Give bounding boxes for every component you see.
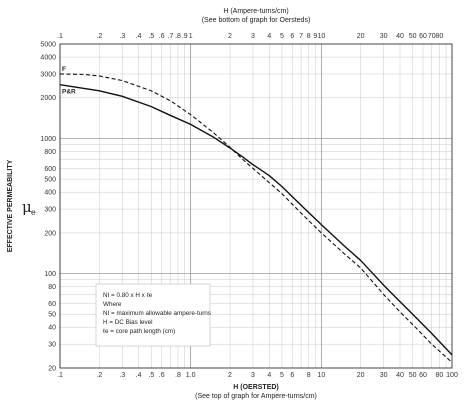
top-tick-label: 7	[299, 33, 303, 40]
top-tick-label: 20	[357, 33, 365, 40]
top-tick-label: 10	[317, 33, 325, 40]
bottom-axis-title: H (OERSTED)	[233, 384, 279, 391]
top-tick-label: .3	[119, 33, 125, 40]
y-tick-label: 30	[48, 342, 56, 349]
top-tick-label: .4	[136, 33, 142, 40]
plot-frame	[59, 43, 453, 369]
bottom-tick-label: .2	[96, 372, 102, 379]
top-tick-label: 40	[396, 33, 404, 40]
mu-subscript: e	[31, 208, 36, 217]
bottom-tick-label: 20	[357, 372, 365, 379]
y-tick-label: 20	[48, 365, 56, 372]
top-tick-label: 9	[313, 33, 317, 40]
top-tick-label: 80	[435, 33, 443, 40]
y-tick-label: 800	[44, 149, 56, 156]
top-tick-label: 60	[419, 33, 427, 40]
top-tick-label: .5	[148, 33, 154, 40]
note-line-3: NI = maximum allowable ampere-turns	[103, 310, 211, 317]
y-tick-label: 200	[44, 230, 56, 237]
top-tick-label: 2	[228, 33, 232, 40]
tick-labels: .1.2.3.4.5.6.7.8.9 1 2 3 4 5 6 7 8 9 10 20 30 40 50 60 7…	[40, 33, 458, 379]
y-tick-label: 60	[48, 301, 56, 308]
bottom-tick-label: 2	[228, 372, 232, 379]
bottom-tick-label: 40	[396, 372, 404, 379]
note-line-2: Where	[103, 301, 122, 308]
bottom-tick-label: 10	[317, 372, 325, 379]
top-tick-label: 3	[251, 33, 255, 40]
y-tick-label: 100	[44, 271, 56, 278]
top-tick-label: 50	[409, 33, 417, 40]
mu-symbol: μ	[22, 198, 32, 216]
y-tick-label: 1000	[40, 136, 56, 143]
top-tick-label: .7	[168, 33, 174, 40]
top-tick-label: 30	[380, 33, 388, 40]
bottom-tick-label: 6	[290, 372, 294, 379]
top-axis-title: H (Ampere-turns/cm)	[223, 8, 288, 15]
note-box	[95, 283, 211, 347]
bottom-axis-subtitle: (See top of graph for Ampere-turns/cm)	[195, 393, 317, 400]
top-tick-label: 6	[290, 33, 294, 40]
top-tick-label: .9	[182, 33, 188, 40]
bottom-tick-label: 50	[409, 372, 417, 379]
top-axis-subtitle: (See bottom of graph for Oersteds)	[202, 17, 311, 24]
series-line-p-r	[59, 83, 453, 356]
bottom-tick-label: 8	[307, 372, 311, 379]
y-tick-label: 300	[44, 206, 56, 213]
formula-note: NI = 0.80 x H x ℓe Where NI = maximum al…	[95, 283, 211, 347]
bottom-tick-label: .4	[136, 372, 142, 379]
y-tick-label: 400	[44, 190, 56, 197]
series-label: F	[62, 66, 66, 73]
bottom-tick-label: 30	[380, 372, 388, 379]
y-tick-label: 5000	[40, 41, 56, 48]
y-tick-label: 40	[48, 325, 56, 332]
bottom-tick-label: 3	[251, 372, 255, 379]
note-line-5: ℓe = core path length (cm)	[103, 328, 175, 335]
top-tick-label: .8	[175, 33, 181, 40]
bottom-tick-label: .1	[57, 372, 63, 379]
bottom-tick-label: 4	[267, 372, 271, 379]
series-layer: F P&R	[59, 66, 453, 363]
top-tick-label: 70	[428, 33, 436, 40]
series-line-f	[59, 73, 453, 363]
y-axis-title: EFFECTIVE PERMEABILITY	[7, 159, 14, 252]
bottom-tick-label: .8	[175, 372, 181, 379]
top-tick-label: 1	[189, 33, 193, 40]
y-tick-label: 2000	[40, 95, 56, 102]
bottom-tick-label: 60	[419, 372, 427, 379]
top-tick-label: .2	[96, 33, 102, 40]
y-tick-label: 4000	[40, 54, 56, 61]
top-tick-label: .6	[159, 33, 165, 40]
y-tick-label: 500	[44, 177, 56, 184]
top-tick-label: 8	[307, 33, 311, 40]
bottom-tick-label: .6	[159, 372, 165, 379]
series-label: P&R	[62, 89, 76, 96]
note-line-1: NI = 0.80 x H x ℓe	[103, 292, 153, 299]
top-tick-label: 5	[280, 33, 284, 40]
bottom-tick-label: 80	[435, 372, 443, 379]
y-tick-label: 600	[44, 166, 56, 173]
bottom-tick-label: 1.0	[186, 372, 196, 379]
bottom-tick-label: .5	[148, 372, 154, 379]
top-tick-label: 4	[267, 33, 271, 40]
y-tick-label: 80	[48, 284, 56, 291]
bottom-tick-label: 100	[446, 372, 458, 379]
note-line-4: H = DC Bias level	[103, 319, 153, 326]
y-tick-label: 50	[48, 312, 56, 319]
bottom-tick-label: 5	[280, 372, 284, 379]
top-tick-label: .1	[57, 33, 63, 40]
y-tick-label: 3000	[40, 71, 56, 78]
bottom-tick-label: .3	[119, 372, 125, 379]
